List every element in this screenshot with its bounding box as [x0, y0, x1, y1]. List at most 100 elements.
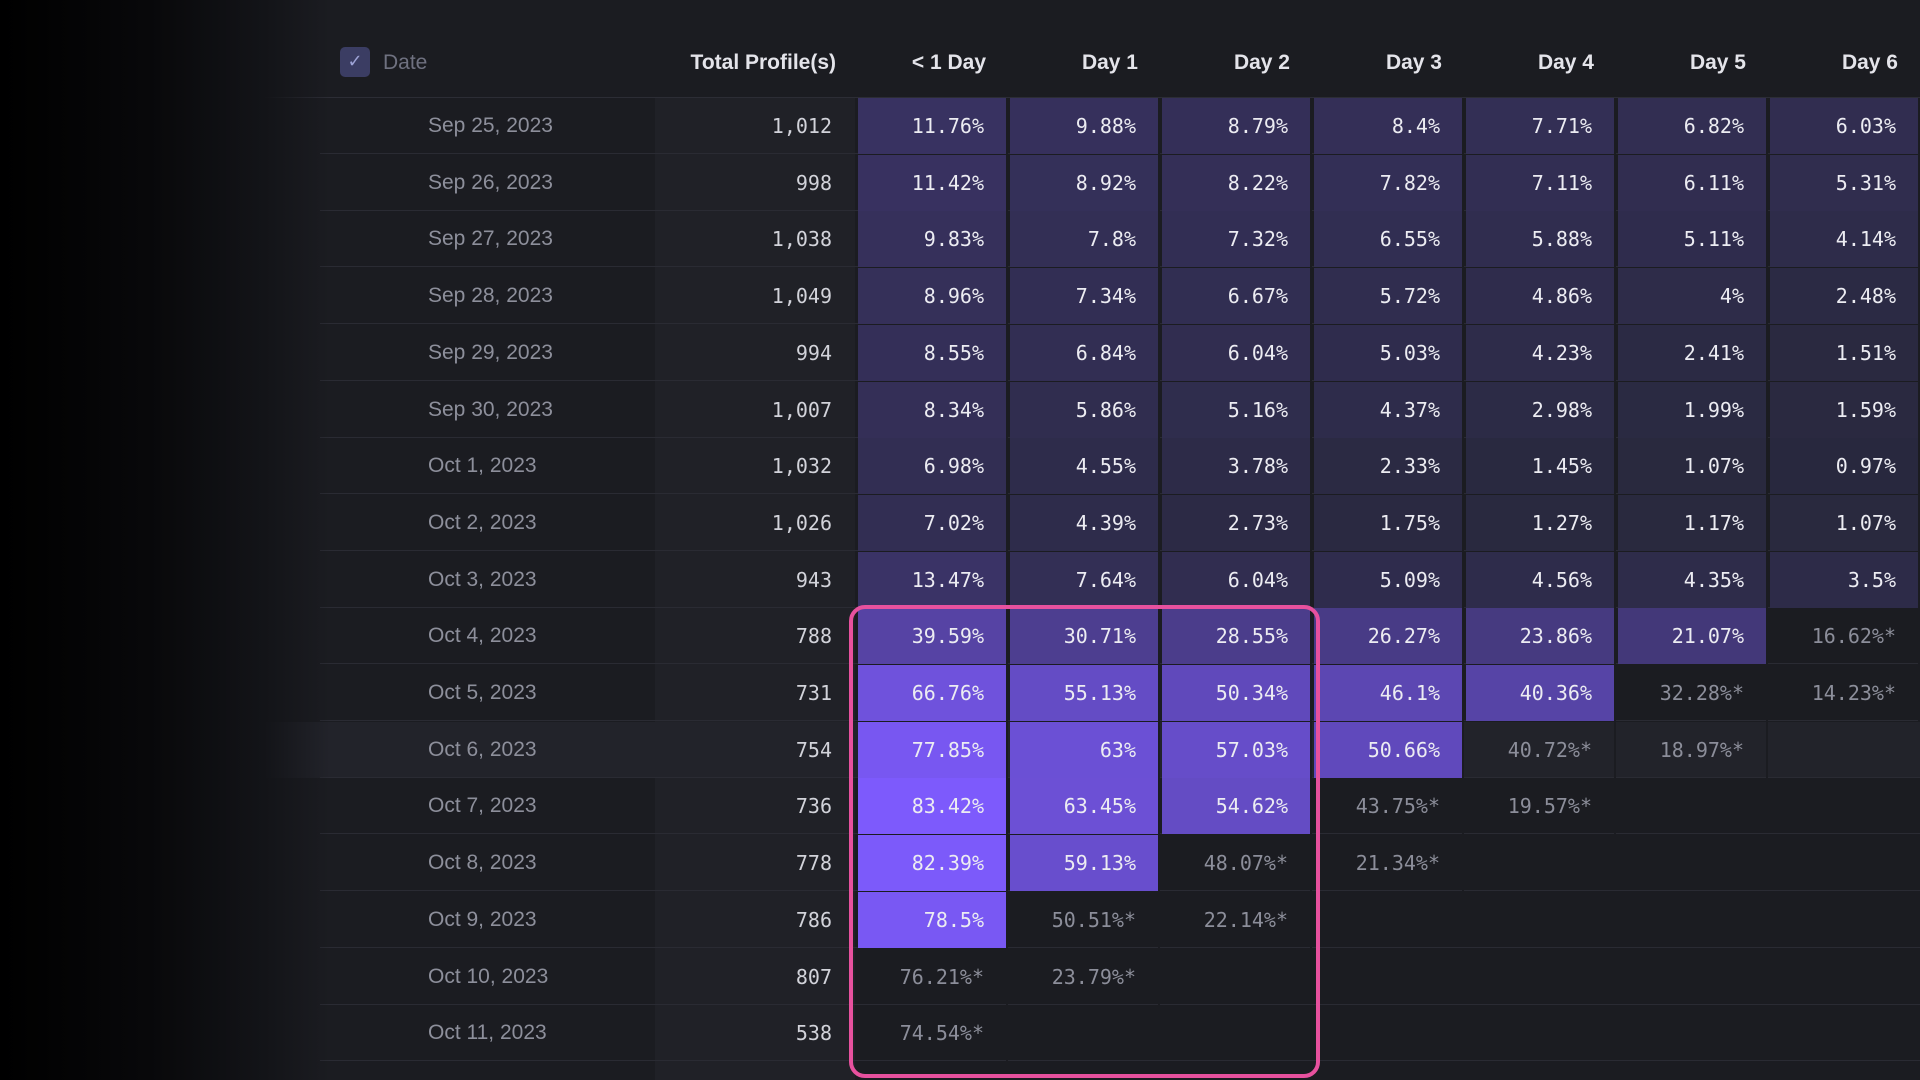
retention-cell[interactable]: 40.36%	[1466, 665, 1616, 721]
retention-cell[interactable]: 40.72%*	[1466, 721, 1616, 778]
select-all-checkbox[interactable]: ✓	[340, 47, 370, 77]
table-row[interactable]: Oct 7, 2023 736 83.42% 63.45% 54.62% 43.75%* 1…	[0, 778, 1920, 835]
retention-cell[interactable]: 1.59%	[1770, 381, 1920, 438]
table-row[interactable]: Oct 5, 2023 731 66.76% 55.13% 50.34% 46.1% 40.…	[0, 665, 1920, 721]
retention-cell[interactable]: 5.31%	[1770, 154, 1920, 211]
retention-cell[interactable]: 1.45%	[1466, 438, 1616, 495]
retention-cell[interactable]: 7.71%	[1466, 98, 1616, 154]
retention-cell[interactable]: 74.54%*	[858, 1005, 1008, 1062]
retention-cell[interactable]: 5.16%	[1162, 381, 1312, 438]
retention-cell[interactable]: 6.98%	[858, 438, 1008, 495]
retention-cell[interactable]: 9.83%	[858, 211, 1008, 268]
retention-cell[interactable]: 1.27%	[1466, 494, 1616, 551]
retention-cell[interactable]: 77.85%	[858, 721, 1008, 778]
retention-cell[interactable]: 76.21%*	[858, 948, 1008, 1005]
retention-cell[interactable]: 3.5%	[1770, 551, 1920, 608]
table-row[interactable]: Oct 10, 2023 807 76.21%* 23.79%*	[0, 948, 1920, 1005]
retention-cell[interactable]: 63.45%	[1010, 778, 1160, 835]
table-row[interactable]: Oct 4, 2023 788 39.59% 30.71% 28.55% 26.27% 23…	[0, 608, 1920, 665]
retention-cell[interactable]: 18.97%*	[1618, 721, 1768, 778]
retention-cell[interactable]: 8.4%	[1314, 98, 1464, 154]
retention-cell[interactable]: 46.1%	[1314, 665, 1464, 721]
retention-cell[interactable]: 6.04%	[1162, 551, 1312, 608]
retention-cell[interactable]: 8.79%	[1162, 98, 1312, 154]
table-row[interactable]: Oct 2, 2023 1,026 7.02% 4.39% 2.73% 1.75% 1.27…	[0, 494, 1920, 551]
retention-cell[interactable]: 23.79%*	[1010, 948, 1160, 1005]
retention-cell[interactable]: 8.96%	[858, 268, 1008, 325]
retention-cell[interactable]: 57.03%	[1162, 721, 1312, 778]
retention-cell[interactable]: 5.86%	[1010, 381, 1160, 438]
retention-cell[interactable]: 59.13%	[1010, 835, 1160, 892]
retention-cell[interactable]: 78.5%	[858, 891, 1008, 948]
retention-cell[interactable]: 5.03%	[1314, 324, 1464, 381]
retention-cell[interactable]: 21.34%*	[1314, 835, 1464, 892]
retention-cell[interactable]: 23.86%	[1466, 608, 1616, 665]
retention-cell[interactable]: 5.11%	[1618, 211, 1768, 268]
retention-cell[interactable]: 0.97%	[1770, 438, 1920, 495]
retention-cell[interactable]: 8.34%	[858, 381, 1008, 438]
retention-cell[interactable]: 4.14%	[1770, 211, 1920, 268]
retention-cell[interactable]: 7.8%	[1010, 211, 1160, 268]
retention-cell[interactable]: 32.28%*	[1618, 665, 1768, 721]
retention-cell[interactable]: 83.42%	[858, 778, 1008, 835]
retention-cell[interactable]: 1.75%	[1314, 494, 1464, 551]
table-row[interactable]: Sep 25, 2023 1,012 11.76% 9.88% 8.79% 8.4% 7.7…	[0, 98, 1920, 154]
retention-cell[interactable]: 4.37%	[1314, 381, 1464, 438]
retention-cell[interactable]: 30.71%	[1010, 608, 1160, 665]
retention-cell[interactable]: 1.99%	[1618, 381, 1768, 438]
retention-cell[interactable]: 4.23%	[1466, 324, 1616, 381]
retention-cell[interactable]: 1.07%	[1770, 494, 1920, 551]
retention-cell[interactable]: 8.55%	[858, 324, 1008, 381]
retention-cell[interactable]: 7.82%	[1314, 154, 1464, 211]
retention-cell[interactable]: 3.78%	[1162, 438, 1312, 495]
table-row[interactable]: Sep 30, 2023 1,007 8.34% 5.86% 5.16% 4.37% 2.9…	[0, 381, 1920, 438]
retention-cell[interactable]: 1.51%	[1770, 324, 1920, 381]
retention-cell[interactable]: 50.66%	[1314, 721, 1464, 778]
retention-cell[interactable]: 5.09%	[1314, 551, 1464, 608]
retention-cell[interactable]: 2.48%	[1770, 268, 1920, 325]
retention-cell[interactable]: 7.02%	[858, 494, 1008, 551]
retention-cell[interactable]: 5.72%	[1314, 268, 1464, 325]
retention-cell[interactable]: 4.35%	[1618, 551, 1768, 608]
retention-cell[interactable]: 2.73%	[1162, 494, 1312, 551]
table-row[interactable]: Oct 1, 2023 1,032 6.98% 4.55% 3.78% 2.33% 1.45…	[0, 438, 1920, 495]
column-header-day-4[interactable]: Day 4	[1537, 51, 1594, 74]
retention-cell[interactable]: 8.92%	[1010, 154, 1160, 211]
table-row[interactable]: Sep 29, 2023 994 8.55% 6.84% 6.04% 5.03% 4.23%…	[0, 324, 1920, 381]
retention-cell[interactable]: 21.07%	[1618, 608, 1768, 665]
retention-cell[interactable]: 54.62%	[1162, 778, 1312, 835]
retention-cell[interactable]: 4.55%	[1010, 438, 1160, 495]
retention-cell[interactable]: 4.39%	[1010, 494, 1160, 551]
retention-cell[interactable]: 16.62%*	[1770, 608, 1920, 665]
column-header-day-5[interactable]: Day 5	[1689, 51, 1746, 74]
retention-cell[interactable]: 13.47%	[858, 551, 1008, 608]
table-row[interactable]: Oct 9, 2023 786 78.5% 50.51%* 22.14%*	[0, 891, 1920, 948]
retention-cell[interactable]: 63%	[1010, 721, 1160, 778]
retention-cell[interactable]: 6.03%	[1770, 98, 1920, 154]
retention-cell[interactable]: 2.33%	[1314, 438, 1464, 495]
retention-cell[interactable]: 9.88%	[1010, 98, 1160, 154]
column-header-total-profiles[interactable]: Total Profile(s)	[690, 51, 836, 74]
column-header-day-1[interactable]: Day 1	[1081, 51, 1138, 74]
retention-cell[interactable]: 4%	[1618, 268, 1768, 325]
retention-cell[interactable]: 6.67%	[1162, 268, 1312, 325]
retention-cell[interactable]: 7.64%	[1010, 551, 1160, 608]
column-header-date[interactable]: Date	[383, 51, 428, 74]
table-row[interactable]: Oct 8, 2023 778 82.39% 59.13% 48.07%* 21.34%*	[0, 835, 1920, 892]
retention-cell[interactable]: 6.04%	[1162, 324, 1312, 381]
column-header-day-6[interactable]: Day 6	[1841, 51, 1898, 74]
table-row[interactable]: Sep 28, 2023 1,049 8.96% 7.34% 6.67% 5.72% 4.8…	[0, 268, 1920, 325]
retention-cell[interactable]: 4.86%	[1466, 268, 1616, 325]
retention-cell[interactable]: 26.27%	[1314, 608, 1464, 665]
retention-cell[interactable]: 1.17%	[1618, 494, 1768, 551]
retention-cell[interactable]: 50.51%*	[1010, 891, 1160, 948]
retention-cell[interactable]: 22.14%*	[1162, 891, 1312, 948]
retention-cell[interactable]: 2.98%	[1466, 381, 1616, 438]
retention-cell[interactable]: 6.82%	[1618, 98, 1768, 154]
retention-cell[interactable]: 2.41%	[1618, 324, 1768, 381]
retention-cell[interactable]: 6.11%	[1618, 154, 1768, 211]
table-row[interactable]: Oct 11, 2023 538 74.54%*	[0, 1005, 1920, 1062]
column-header-less-than-1-day[interactable]: < 1 Day	[911, 51, 986, 74]
column-header-day-2[interactable]: Day 2	[1233, 51, 1290, 74]
retention-cell[interactable]: 1.07%	[1618, 438, 1768, 495]
